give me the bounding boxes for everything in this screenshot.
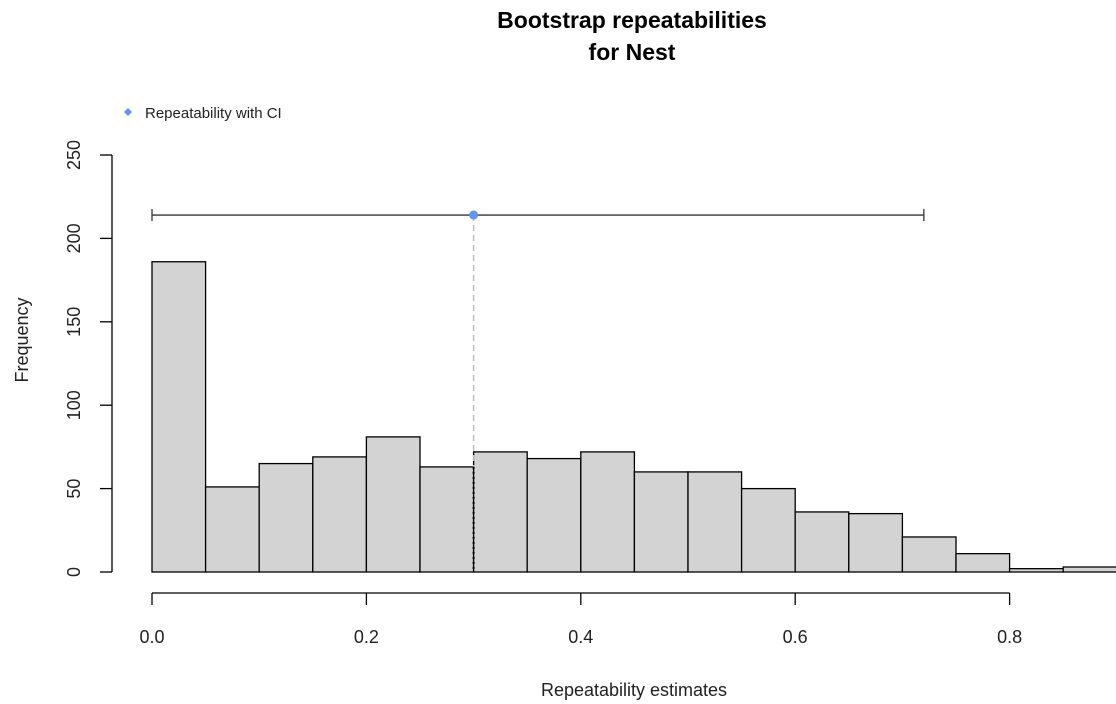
chart-title-line1: Bootstrap repeatabilities — [497, 7, 767, 33]
legend: Repeatability with CI — [124, 105, 282, 122]
repeatability-point — [469, 210, 479, 220]
x-tick-label: 0.2 — [354, 627, 379, 647]
x-axis: 0.0 0.2 0.4 0.6 0.8 — [139, 592, 1022, 647]
histogram-bar — [312, 456, 368, 573]
x-tick-label: 0.8 — [997, 627, 1022, 647]
histogram-bar — [419, 466, 475, 573]
y-tick-label: 200 — [64, 223, 84, 253]
y-axis-label: Frequency — [12, 297, 32, 382]
y-tick-label: 150 — [64, 307, 84, 337]
histogram-bars — [151, 261, 1116, 573]
histogram-bar — [848, 512, 904, 573]
histogram-bar — [204, 486, 260, 573]
x-tick-label: 0.6 — [783, 627, 808, 647]
histogram-bar — [258, 462, 314, 573]
y-tick-label: 50 — [64, 479, 84, 499]
x-axis-label: Repeatability estimates — [541, 680, 727, 700]
ci-overlay — [151, 209, 925, 572]
chart-title-line2: for Nest — [589, 39, 676, 65]
histogram-bar — [794, 511, 850, 573]
histogram-bar — [365, 436, 421, 573]
legend-label: Repeatability with CI — [145, 105, 282, 122]
y-axis: 0 50 100 150 200 250 — [64, 140, 113, 577]
histogram-bar — [740, 487, 796, 573]
histogram-bar — [151, 261, 207, 573]
histogram-bar — [580, 451, 636, 573]
x-tick-label: 0.0 — [139, 627, 164, 647]
histogram-bar — [1008, 568, 1064, 573]
y-tick-label: 100 — [64, 390, 84, 420]
histogram-bar — [955, 553, 1011, 573]
x-tick-label: 0.4 — [568, 627, 593, 647]
histogram-bar — [526, 457, 582, 573]
histogram-bar — [687, 471, 743, 573]
histogram-bar — [633, 471, 689, 573]
histogram-bar — [472, 451, 528, 573]
legend-point-marker — [124, 108, 132, 116]
histogram-bar — [1062, 566, 1116, 573]
y-tick-label: 250 — [64, 140, 84, 170]
histogram-bar — [901, 536, 957, 573]
y-tick-label: 0 — [64, 567, 84, 577]
